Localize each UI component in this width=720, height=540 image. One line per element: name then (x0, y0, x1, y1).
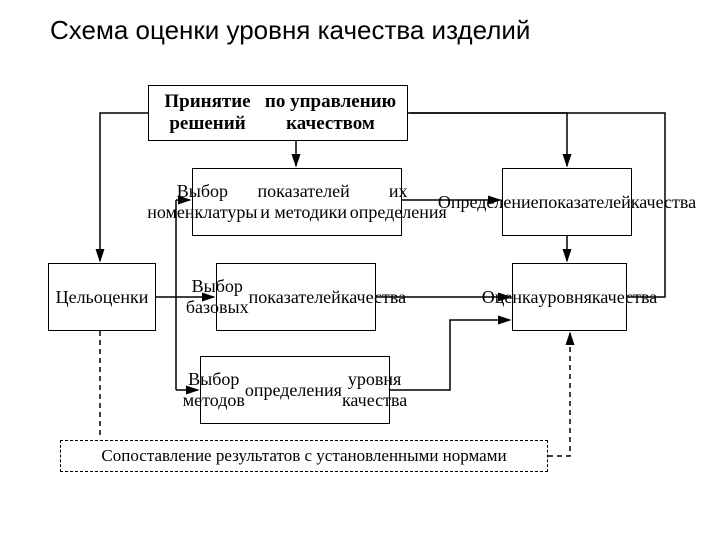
box-right1: Определениепоказателейкачества (502, 168, 632, 236)
box-goal: Цельоценки (48, 263, 156, 331)
box-bottom: Сопоставление результатов с установленны… (60, 440, 548, 472)
box-b2: Выбор базовыхпоказателейкачества (216, 263, 376, 331)
box-top: Принятие решенийпо управлению качеством (148, 85, 408, 141)
box-b1: Выбор номенклатурыпоказателей и методики… (192, 168, 402, 236)
box-b3: Выбор методовопределенияуровня качества (200, 356, 390, 424)
page-title: Схема оценки уровня качества изделий (50, 15, 530, 46)
box-right2: Оценкауровнякачества (512, 263, 627, 331)
